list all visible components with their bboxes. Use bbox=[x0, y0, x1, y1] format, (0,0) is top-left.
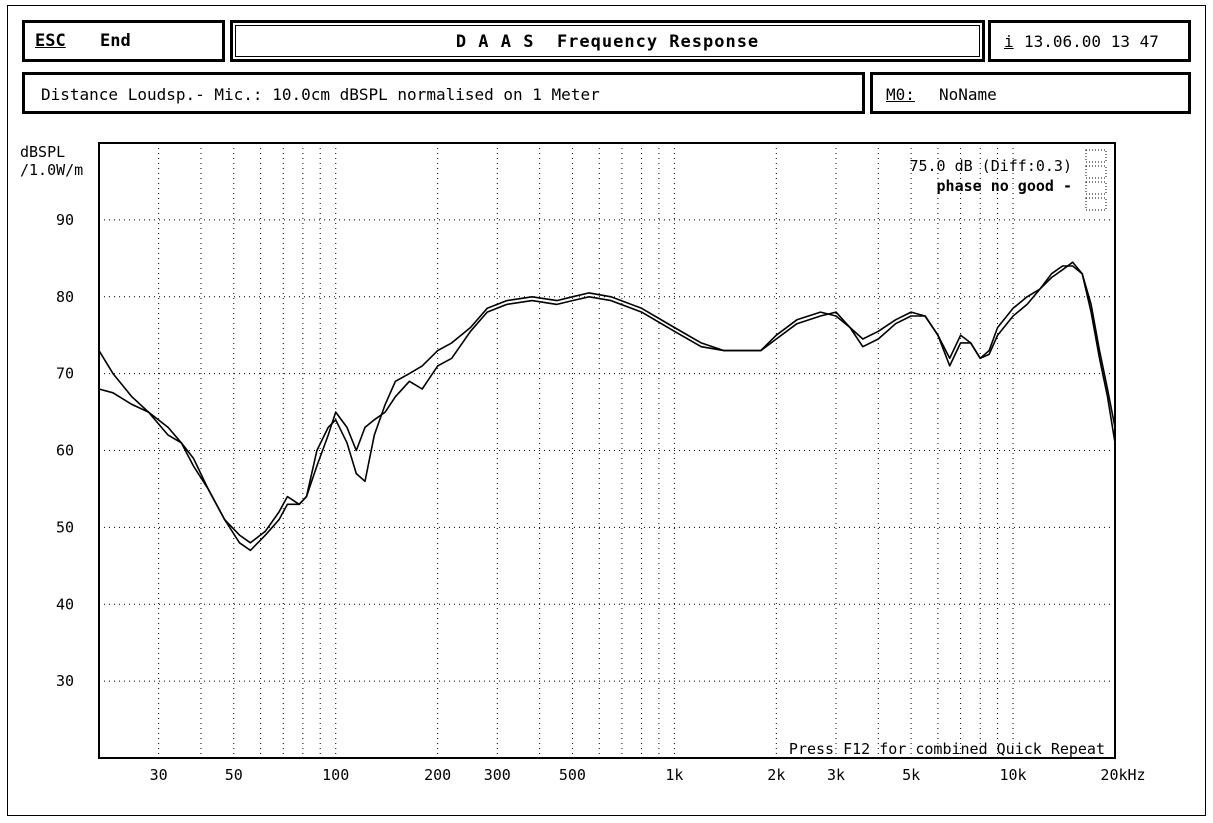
y-tick-label: 50 bbox=[56, 518, 74, 536]
window-frame bbox=[7, 5, 1206, 816]
level-readout: 75.0 dB (Diff:0.3) bbox=[909, 157, 1072, 175]
y-tick-label: 30 bbox=[56, 672, 74, 690]
y-tick-label: 70 bbox=[56, 365, 74, 383]
date-box: i 13.06.00 13 47 bbox=[988, 20, 1191, 62]
nav-box: ESC End bbox=[22, 20, 225, 62]
chart-grid bbox=[99, 143, 1115, 758]
info-icon[interactable]: i bbox=[1004, 32, 1014, 51]
x-tick-label: 50 bbox=[225, 766, 243, 784]
y-tick-label: 80 bbox=[56, 288, 74, 306]
scale-bar-1 bbox=[1085, 149, 1107, 163]
plot-border bbox=[98, 142, 1116, 759]
y-tick-label: 60 bbox=[56, 442, 74, 460]
response-curve-2 bbox=[98, 261, 1116, 544]
x-tick-label: 2k bbox=[767, 766, 785, 784]
scale-bar-4 bbox=[1085, 197, 1107, 211]
y-axis-label: dBSPL/1.0W/m bbox=[20, 143, 83, 179]
end-button[interactable]: End bbox=[100, 31, 131, 51]
quick-repeat-hint: Press F12 for combined Quick Repeat bbox=[789, 740, 1105, 758]
title-inner-border bbox=[235, 25, 980, 57]
scale-bar-2 bbox=[1085, 165, 1107, 179]
y-tick-label: 90 bbox=[56, 211, 74, 229]
measurement-info: Distance Loudsp.- Mic.: 10.0cm dBSPL nor… bbox=[41, 85, 600, 104]
scale-bar-3 bbox=[1085, 181, 1107, 195]
date-time: 13.06.00 13 47 bbox=[1024, 32, 1159, 51]
chart-series bbox=[98, 261, 1116, 552]
x-tick-label: 30 bbox=[150, 766, 168, 784]
x-tick-label: 200 bbox=[424, 766, 451, 784]
esc-button[interactable]: ESC bbox=[35, 31, 66, 51]
response-curve-1 bbox=[98, 265, 1116, 552]
x-tick-label: 10k bbox=[1000, 766, 1027, 784]
x-axis-ticks: 30 50 100 200 300 500 1k 2k 3k 5k 10k 20kHz bbox=[150, 766, 1146, 784]
memory-name: NoName bbox=[939, 85, 997, 104]
measurement-info-box: Distance Loudsp.- Mic.: 10.0cm dBSPL nor… bbox=[22, 72, 865, 114]
memory-label[interactable]: M0: bbox=[886, 85, 915, 104]
memory-box: M0: NoName bbox=[870, 72, 1191, 114]
x-tick-label: 500 bbox=[559, 766, 586, 784]
x-tick-label: 5k bbox=[902, 766, 920, 784]
y-axis-ticks: 30 40 50 60 70 80 90 bbox=[56, 211, 74, 690]
x-tick-label: 100 bbox=[322, 766, 349, 784]
x-tick-label: 3k bbox=[827, 766, 845, 784]
phase-warning: phase no good - bbox=[937, 177, 1072, 195]
x-tick-label: 1k bbox=[665, 766, 683, 784]
y-tick-label: 40 bbox=[56, 595, 74, 613]
y-axis-label-line-1: dBSPL bbox=[20, 143, 65, 161]
x-tick-label: 20kHz bbox=[1100, 766, 1145, 784]
y-axis-label-line-2: /1.0W/m bbox=[20, 161, 83, 179]
scale-indicator bbox=[1085, 149, 1107, 211]
title-box: D A A S Frequency Response bbox=[230, 20, 985, 62]
x-tick-label: 300 bbox=[484, 766, 511, 784]
page-title: D A A S Frequency Response bbox=[455, 32, 760, 52]
